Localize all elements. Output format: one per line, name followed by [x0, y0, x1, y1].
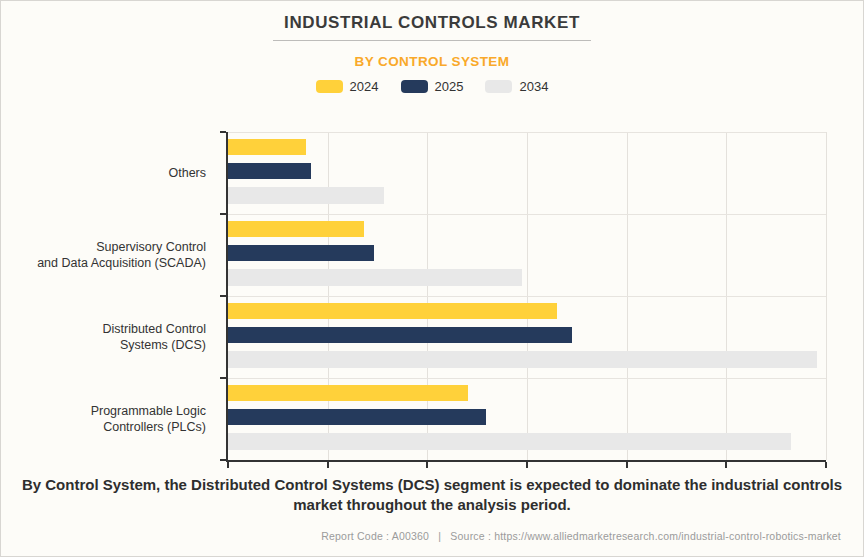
legend-swatch-2025	[401, 80, 428, 93]
category-label-line: Controllers (PLCs)	[103, 419, 206, 435]
category-label: Programmable LogicControllers (PLCs)	[1, 378, 214, 460]
legend-item-2025: 2025	[401, 79, 464, 94]
x-axis-tick	[725, 462, 727, 468]
bar-group	[228, 296, 826, 378]
bar-2034	[228, 187, 384, 204]
page-frame: INDUSTRIAL CONTROLS MARKET BY CONTROL SY…	[0, 0, 864, 557]
bar-2024	[228, 385, 468, 401]
bar-2025	[228, 409, 486, 425]
bar-2024	[228, 221, 364, 237]
x-axis-tick	[626, 462, 628, 468]
legend-item-2024: 2024	[316, 79, 379, 94]
y-axis-tick	[220, 295, 226, 297]
category-label: Others	[1, 132, 214, 214]
bar-2025	[228, 163, 311, 179]
y-axis-tick	[220, 377, 226, 379]
bar-2034	[228, 351, 817, 368]
category-label-line: and Data Acquisition (SCADA)	[37, 255, 206, 271]
category-labels: Others Supervisory Controland Data Acquis…	[1, 132, 214, 460]
category-label: Supervisory Controland Data Acquisition …	[1, 214, 214, 296]
bar-2024	[228, 139, 306, 155]
x-axis-tick	[825, 462, 827, 468]
legend-label-2024: 2024	[350, 79, 379, 94]
bar-group	[228, 378, 826, 460]
x-axis-tick	[426, 462, 428, 468]
legend-item-2034: 2034	[485, 79, 548, 94]
chart-title: INDUSTRIAL CONTROLS MARKET	[1, 13, 863, 33]
legend: 2024 2025 2034	[1, 79, 863, 94]
source-link: Source : https://www.alliedmarketresearc…	[450, 530, 841, 542]
summary-text: By Control System, the Distributed Contr…	[16, 475, 848, 516]
bar-2034	[228, 433, 791, 450]
bar-2025	[228, 327, 572, 343]
category-label-line: Supervisory Control	[96, 239, 206, 255]
category-label: Distributed ControlSystems (DCS)	[1, 296, 214, 378]
bar-group	[228, 132, 826, 214]
legend-label-2025: 2025	[435, 79, 464, 94]
title-divider	[273, 40, 591, 41]
y-axis-tick	[220, 131, 226, 133]
category-label-line: Programmable Logic	[91, 403, 206, 419]
bar-group	[228, 214, 826, 296]
y-axis-tick	[220, 459, 226, 461]
bar-2034	[228, 269, 522, 286]
chart-header: INDUSTRIAL CONTROLS MARKET BY CONTROL SY…	[1, 1, 863, 94]
legend-swatch-2034	[485, 80, 512, 93]
category-label-line: Distributed Control	[102, 321, 206, 337]
category-label-line: Systems (DCS)	[120, 337, 206, 353]
chart-subtitle: BY CONTROL SYSTEM	[1, 54, 863, 69]
bar-2024	[228, 303, 557, 319]
plot-area	[226, 132, 826, 462]
x-axis-tick	[227, 462, 229, 468]
x-gridline	[826, 132, 827, 460]
footer-separator: |	[438, 530, 441, 542]
category-label-line: Others	[168, 165, 206, 181]
legend-label-2034: 2034	[519, 79, 548, 94]
x-axis-tick	[526, 462, 528, 468]
footer-text: Report Code : A00360 | Source : https://…	[318, 530, 844, 542]
report-code: Report Code : A00360	[321, 530, 429, 542]
x-axis-tick	[327, 462, 329, 468]
bar-2025	[228, 245, 374, 261]
legend-swatch-2024	[316, 80, 343, 93]
y-axis-tick	[220, 213, 226, 215]
